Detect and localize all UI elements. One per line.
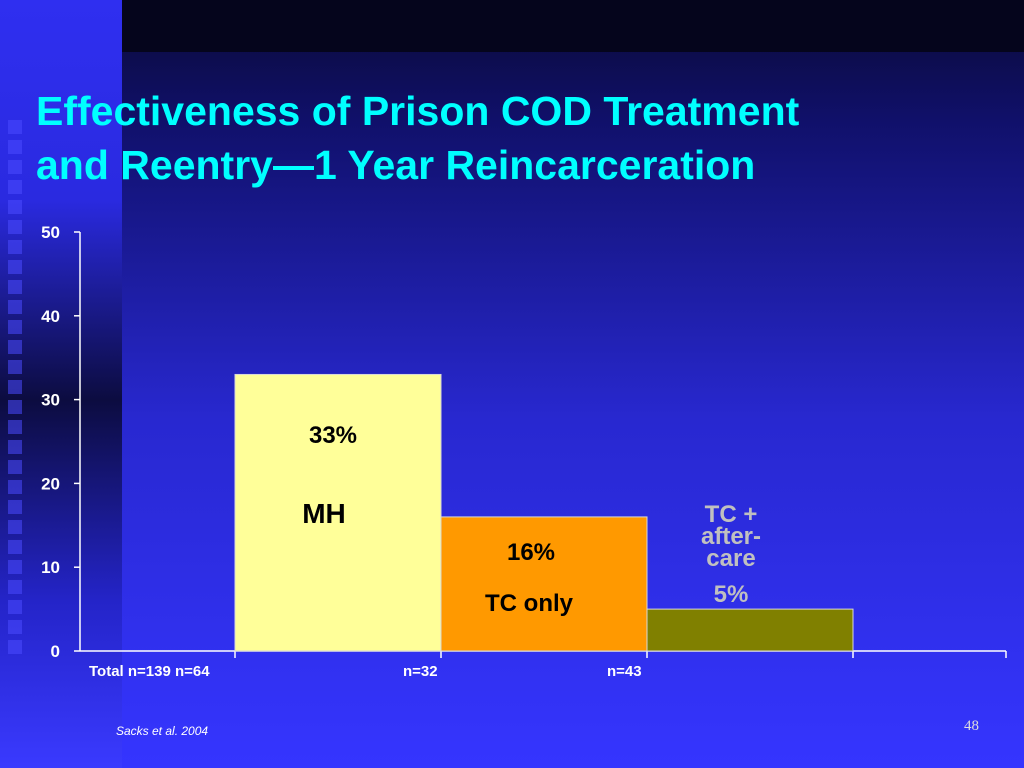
y-tick-label: 40 — [41, 307, 60, 326]
category-label-3: after- — [701, 523, 761, 550]
y-tick-label: 0 — [51, 642, 60, 661]
y-tick-label: 50 — [41, 223, 60, 242]
decorative-squares — [8, 120, 26, 660]
sample-size-label: Total n=139 n=64 — [89, 663, 210, 680]
slide-title-line2: and Reentry—1 Year Reincarceration — [36, 142, 756, 188]
value-label-3: 5% — [714, 581, 749, 608]
y-tick-label: 30 — [41, 391, 60, 410]
category-label-2: TC only — [485, 590, 574, 617]
category-label-1: MH — [302, 498, 346, 529]
value-label-1: 33% — [309, 422, 357, 449]
category-label-3: TC + — [705, 501, 758, 528]
category-label-3: care — [706, 545, 755, 572]
sample-size-label: n=43 — [607, 663, 642, 680]
slide-title: Effectiveness of Prison COD Treatment an… — [36, 84, 936, 192]
y-tick-label: 10 — [41, 558, 60, 577]
y-tick-label: 20 — [41, 474, 60, 493]
top-decorative-band — [122, 0, 1024, 52]
page-number: 48 — [964, 718, 979, 734]
sample-size-label: n=32 — [403, 663, 438, 680]
bar-2 — [440, 516, 648, 652]
value-label-2: 16% — [507, 539, 555, 566]
bar-3 — [646, 608, 854, 652]
citation: Sacks et al. 2004 — [116, 724, 209, 738]
bar-1 — [234, 373, 442, 652]
slide-title-line1: Effectiveness of Prison COD Treatment — [36, 88, 800, 134]
